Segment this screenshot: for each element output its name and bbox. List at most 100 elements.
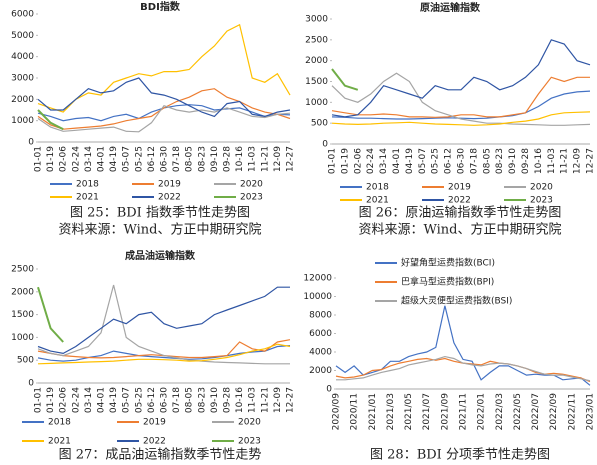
- legend-label: 2021: [366, 196, 389, 206]
- x-tick-label: 03-14: [84, 387, 94, 413]
- x-tick-label: 04-19: [109, 146, 119, 172]
- y-tick-label: 2000: [11, 287, 34, 297]
- series-line: [335, 357, 591, 383]
- source: 资料来源：Wind、方正中期研究院: [59, 222, 262, 238]
- x-tick-label: 2021/09: [440, 393, 450, 431]
- x-tick-label: 10-16: [534, 148, 544, 174]
- series-line: [331, 39, 591, 118]
- x-tick-label: 01-01: [34, 387, 44, 413]
- legend-label: 好望角型运费指数(BCI): [401, 257, 495, 269]
- legend-label: 2019: [448, 183, 471, 193]
- x-tick-label: 03-14: [84, 146, 94, 172]
- series-line: [37, 286, 64, 343]
- x-tick-label: 12-27: [286, 146, 296, 172]
- x-tick-label: 04-01: [97, 387, 107, 413]
- x-tick-label: 04-01: [97, 146, 107, 172]
- x-tick-label: 02-24: [71, 387, 81, 413]
- y-tick-label: 8000: [309, 311, 332, 321]
- y-tick-label: 12000: [303, 274, 332, 284]
- x-tick-label: 06-30: [160, 387, 170, 413]
- x-tick-label: 05-07: [122, 387, 132, 413]
- x-tick-label: 08-05: [185, 387, 195, 413]
- series-line: [37, 23, 291, 113]
- x-tick-label: 12-27: [286, 387, 296, 413]
- legend-label: 2022: [143, 437, 166, 447]
- x-tick-label: 2021/05: [404, 393, 414, 430]
- caption: 图 28：BDI 分项季节性走势图: [370, 447, 550, 463]
- x-tick-label: 09-10: [210, 387, 220, 413]
- x-tick-label: 2022/11: [567, 393, 577, 430]
- x-tick-label: 09-10: [508, 148, 518, 174]
- series-line: [37, 104, 291, 122]
- series-line: [331, 111, 591, 126]
- legend-label: 2021: [76, 193, 99, 203]
- series-line: [37, 77, 291, 118]
- y-tick-label: 6000: [309, 329, 332, 339]
- x-tick-label: 2021/11: [459, 393, 469, 430]
- series-line: [37, 109, 64, 131]
- series-line: [336, 355, 591, 382]
- x-tick-label: 02-24: [71, 146, 81, 172]
- x-tick-label: 08-23: [197, 146, 207, 172]
- x-tick-label: 09-28: [223, 146, 233, 172]
- x-tick-label: 06-12: [444, 148, 454, 174]
- x-tick-label: 01-19: [340, 148, 350, 174]
- y-tick-label: 4000: [11, 52, 34, 62]
- y-tick-label: 2000: [309, 366, 332, 376]
- legend-label: 2018: [366, 183, 389, 193]
- series-line: [37, 286, 290, 355]
- chart-title: 成品油运输指数: [125, 249, 196, 262]
- legend-label: 2019: [143, 418, 166, 428]
- caption: 图 26：原油运输指数季节性走势图: [359, 205, 562, 221]
- y-tick-label: 500: [17, 356, 34, 366]
- y-tick-label: 3000: [11, 74, 34, 84]
- chart-title: BDI指数: [140, 0, 181, 13]
- series-line: [331, 68, 359, 91]
- x-tick-label: 2022/03: [495, 393, 505, 430]
- y-tick-label: 1500: [305, 77, 328, 87]
- x-tick-label: 02-06: [59, 146, 69, 172]
- y-tick-label: 0: [28, 138, 34, 148]
- source: 资料来源：Wind、方正中期研究院: [359, 222, 562, 238]
- x-tick-label: 06-12: [147, 146, 157, 172]
- series-line: [37, 104, 291, 133]
- x-tick-label: 09-28: [521, 148, 531, 174]
- x-tick-label: 2021/07: [422, 393, 432, 430]
- series-line: [331, 76, 590, 118]
- x-tick-label: 01-19: [46, 387, 56, 413]
- x-tick-label: 07-18: [172, 146, 182, 172]
- x-tick-label: 09-10: [210, 146, 220, 172]
- y-tick-label: 2500: [11, 265, 34, 275]
- x-tick-label: 2022/09: [549, 393, 559, 431]
- x-tick-label: 2022/07: [531, 393, 541, 430]
- x-tick-label: 11-03: [248, 387, 258, 413]
- legend-label: 2022: [448, 196, 471, 206]
- legend-label: 2020: [530, 183, 553, 193]
- x-tick-label: 09-28: [223, 387, 233, 413]
- y-tick-label: 1000: [11, 116, 34, 126]
- x-tick-label: 11-21: [260, 387, 270, 413]
- y-tick-label: 4000: [309, 348, 332, 358]
- x-tick-label: 02-06: [59, 387, 69, 413]
- y-tick-label: 1500: [11, 310, 34, 320]
- y-tick-label: 500: [311, 119, 328, 129]
- caption: 图 25：BDI 指数季节性走势图: [70, 205, 250, 221]
- x-tick-label: 2022/01: [477, 393, 487, 430]
- x-tick-label: 05-25: [134, 146, 144, 172]
- y-tick-label: 1000: [305, 98, 328, 108]
- y-tick-label: 0: [326, 385, 332, 395]
- x-tick-label: 08-23: [495, 148, 505, 174]
- x-tick-label: 01-19: [46, 146, 56, 172]
- x-tick-label: 04-19: [405, 148, 415, 174]
- x-tick-label: 06-30: [160, 146, 170, 172]
- legend-label: 2023: [238, 437, 261, 447]
- x-tick-label: 07-18: [172, 387, 182, 413]
- x-tick-label: 07-18: [469, 148, 479, 174]
- legend-label: 2019: [158, 180, 181, 190]
- x-tick-label: 06-12: [147, 387, 157, 413]
- x-tick-label: 11-03: [547, 148, 557, 174]
- y-tick-label: 0: [28, 379, 34, 389]
- x-tick-label: 05-07: [122, 146, 132, 172]
- y-tick-label: 3000: [305, 15, 328, 25]
